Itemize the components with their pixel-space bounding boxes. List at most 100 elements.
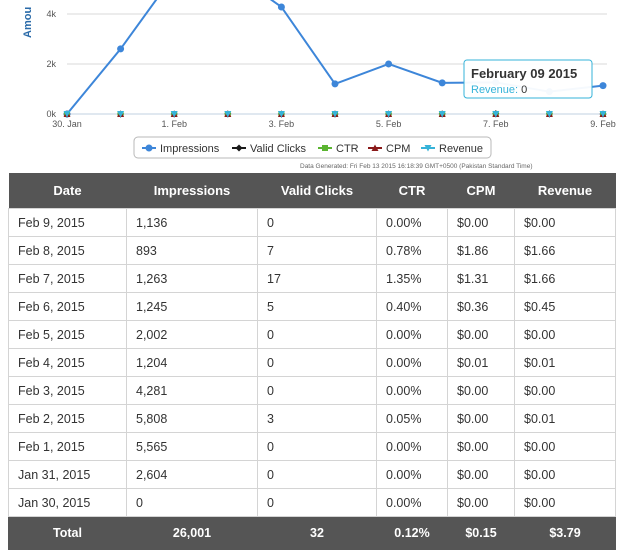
data-point[interactable]	[117, 45, 125, 53]
table-cell: 893	[126, 236, 258, 265]
x-tick-label: 7. Feb	[483, 119, 509, 129]
table-cell: Jan 30, 2015	[8, 488, 127, 517]
table-cell: 0.78%	[376, 236, 448, 265]
table-row: Feb 1, 2015 5,565 0 0.00% $0.00 $0.00	[8, 432, 616, 461]
table-cell: 0	[126, 488, 258, 517]
table-cell: 0.05%	[376, 404, 448, 433]
data-point[interactable]	[63, 111, 71, 118]
y-tick-label: 2k	[46, 59, 56, 69]
data-point[interactable]	[492, 110, 500, 118]
data-point[interactable]	[599, 82, 607, 90]
data-point[interactable]	[599, 111, 607, 118]
data-point[interactable]	[224, 110, 232, 118]
legend-marker	[322, 145, 328, 151]
data-point[interactable]	[438, 110, 446, 118]
x-tick-label: 5. Feb	[376, 119, 402, 129]
col-header-revenue[interactable]: Revenue	[514, 173, 616, 209]
table-total-cell: $0.15	[447, 516, 515, 550]
table-cell: $0.00	[447, 460, 515, 489]
table-cell: $0.00	[514, 460, 616, 489]
table-cell: 0	[257, 208, 377, 237]
tooltip-series: Revenue: 0	[471, 84, 527, 96]
table-cell: 0.00%	[376, 208, 448, 237]
col-header-impressions[interactable]: Impressions	[126, 173, 258, 209]
table-cell: $0.00	[514, 488, 616, 517]
table-row: Feb 6, 2015 1,245 5 0.40% $0.36 $0.45	[8, 292, 616, 321]
table-total-cell: 26,001	[126, 516, 258, 550]
data-point[interactable]	[117, 111, 125, 118]
legend-item-valid-clicks[interactable]: Valid Clicks	[232, 143, 307, 155]
legend-item-cpm[interactable]: CPM	[368, 143, 410, 155]
data-point[interactable]	[170, 111, 178, 118]
table-cell: 1,245	[126, 292, 258, 321]
legend-marker	[371, 144, 379, 151]
data-point[interactable]	[277, 3, 285, 11]
y-tick-label: 0k	[46, 109, 56, 119]
col-header-ctr[interactable]: CTR	[376, 173, 448, 209]
table-cell: $1.31	[447, 264, 515, 293]
legend-label: CTR	[336, 143, 359, 155]
table-row: Jan 31, 2015 2,604 0 0.00% $0.00 $0.00	[8, 460, 616, 489]
col-header-cpm[interactable]: CPM	[447, 173, 515, 209]
data-point[interactable]	[545, 110, 553, 118]
table-cell: $0.00	[447, 432, 515, 461]
table-cell: Feb 5, 2015	[8, 320, 127, 349]
table-cell: 7	[257, 236, 377, 265]
table-header-row: Date Impressions Valid Clicks CTR CPM Re…	[8, 173, 616, 209]
table-row: Feb 8, 2015 893 7 0.78% $1.86 $1.66	[8, 236, 616, 265]
legend-item-impressions[interactable]: Impressions	[142, 143, 220, 155]
tooltip-title: February 09 2015	[471, 66, 577, 81]
data-point[interactable]	[385, 111, 393, 118]
table-cell: Feb 1, 2015	[8, 432, 127, 461]
table-cell: 0.40%	[376, 292, 448, 321]
report-table: Date Impressions Valid Clicks CTR CPM Re…	[8, 173, 616, 550]
col-header-valid-clicks[interactable]: Valid Clicks	[257, 173, 377, 209]
table-row: Feb 9, 2015 1,136 0 0.00% $0.00 $0.00	[8, 208, 616, 237]
table-cell: $0.00	[514, 376, 616, 405]
table-cell: $1.66	[514, 264, 616, 293]
legend-label: CPM	[386, 143, 410, 155]
table-cell: $0.00	[447, 376, 515, 405]
table-cell: 5	[257, 292, 377, 321]
data-point[interactable]	[331, 110, 339, 118]
table-cell: 5,565	[126, 432, 258, 461]
x-tick-label: 3. Feb	[269, 119, 295, 129]
table-cell: 0	[257, 460, 377, 489]
x-tick-label: 1. Feb	[161, 119, 187, 129]
series-revenue	[63, 110, 607, 118]
table-cell: 17	[257, 264, 377, 293]
table-cell: 0.00%	[376, 348, 448, 377]
x-tick-label: 30. Jan	[52, 119, 82, 129]
legend-item-ctr[interactable]: CTR	[318, 143, 359, 155]
table-cell: $0.45	[514, 292, 616, 321]
table-cell: 0	[257, 320, 377, 349]
table-cell: Feb 9, 2015	[8, 208, 127, 237]
legend-label: Revenue	[439, 143, 483, 155]
table-cell: 3	[257, 404, 377, 433]
table-cell: $1.66	[514, 236, 616, 265]
series-impressions	[63, 0, 607, 118]
chart-tooltip: February 09 2015 Revenue: 0	[463, 59, 593, 99]
col-header-date[interactable]: Date	[8, 173, 127, 209]
table-row: Feb 7, 2015 1,263 17 1.35% $1.31 $1.66	[8, 264, 616, 293]
y-tick-label: 4k	[46, 9, 56, 19]
data-point[interactable]	[438, 79, 446, 87]
legend-marker	[424, 145, 432, 152]
legend-item-revenue[interactable]: Revenue	[421, 143, 483, 155]
table-cell: 0.00%	[376, 488, 448, 517]
data-point[interactable]	[385, 60, 393, 68]
chart-legend: Impressions Valid Clicks CTR CPM Revenue	[133, 136, 492, 159]
data-point[interactable]	[277, 111, 285, 118]
table-cell: Feb 3, 2015	[8, 376, 127, 405]
table-cell: 0	[257, 432, 377, 461]
table-cell: Feb 6, 2015	[8, 292, 127, 321]
legend-marker	[145, 144, 153, 152]
table-cell: 1.35%	[376, 264, 448, 293]
data-generated-note: Data Generated: Fri Feb 13 2015 16:18:39…	[300, 163, 533, 170]
table-row: Jan 30, 2015 0 0 0.00% $0.00 $0.00	[8, 488, 616, 517]
table-cell: 2,002	[126, 320, 258, 349]
table-cell: 1,204	[126, 348, 258, 377]
table-cell: $0.36	[447, 292, 515, 321]
data-point[interactable]	[331, 80, 339, 88]
table-total-cell: Total	[8, 516, 127, 550]
